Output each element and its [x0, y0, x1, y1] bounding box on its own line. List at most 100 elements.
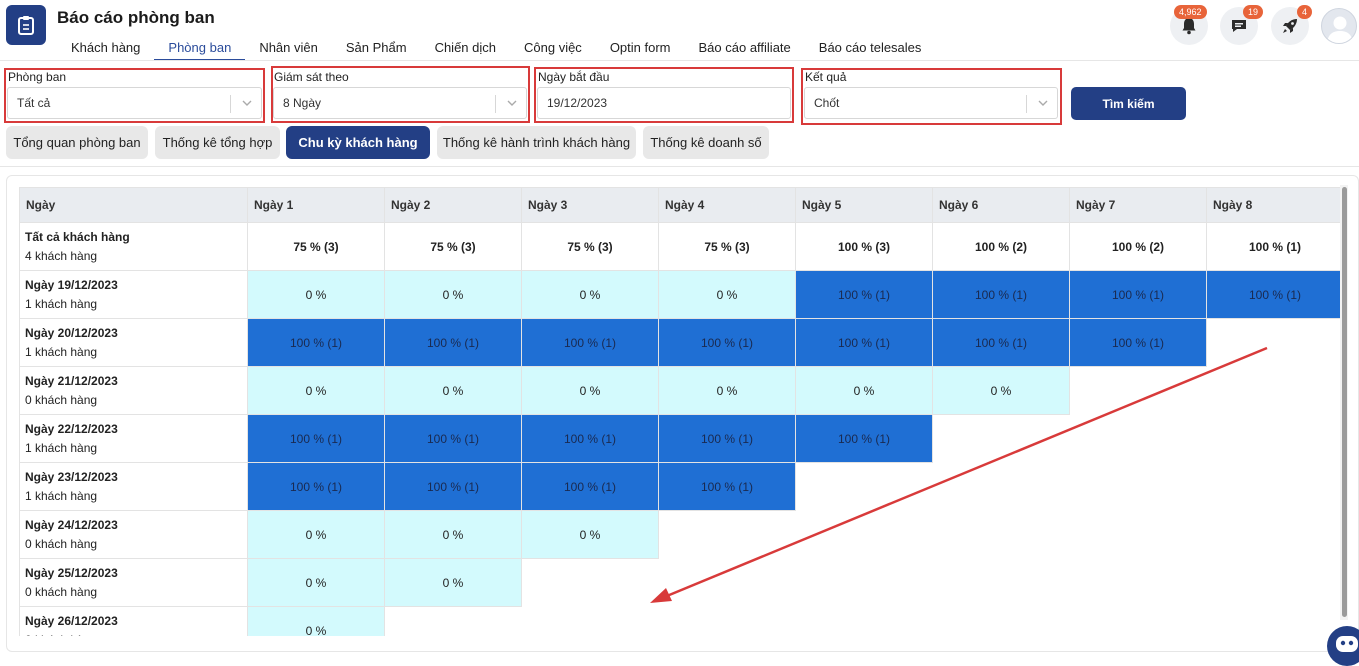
cohort-cell: 0 %	[247, 510, 385, 559]
cohort-cell: 100 % (1)	[521, 318, 659, 367]
cohort-cell: 0 %	[384, 366, 522, 415]
empty-cell	[1207, 607, 1344, 637]
column-header: Ngày 3	[521, 187, 659, 223]
cohort-cell: 100 % (1)	[384, 462, 522, 511]
row-date: Ngày 19/12/2023	[25, 277, 118, 292]
select-separator	[230, 95, 231, 113]
cohort-body: Ngày 19/12/2023 1 khách hàng 0 % 0 % 0 % 0 % 1…	[19, 270, 1344, 637]
empty-cell	[522, 559, 659, 607]
result-select[interactable]: Chốt	[804, 87, 1058, 119]
page-title: Báo cáo phòng ban	[57, 8, 215, 27]
department-value: Tất cả	[17, 96, 51, 110]
row-head: Ngày 21/12/2023 0 khách hàng	[19, 366, 248, 415]
tab-san-pham[interactable]: Sản Phẩm	[345, 40, 407, 55]
row-date: Ngày 23/12/2023	[25, 469, 118, 484]
avatar[interactable]	[1321, 8, 1357, 44]
monitor-select[interactable]: 8 Ngày	[273, 87, 527, 119]
summary-cell: 100 % (2)	[932, 222, 1070, 271]
empty-cell	[1070, 607, 1207, 637]
cohort-cell: 0 %	[658, 270, 796, 319]
row-head: Ngày 24/12/2023 0 khách hàng	[19, 510, 248, 559]
empty-cell	[659, 607, 796, 637]
cohort-cell: 0 %	[247, 558, 385, 607]
chatbot-button[interactable]	[1327, 626, 1359, 666]
column-header: Ngày 4	[658, 187, 796, 223]
subtab-thong-ke-hanh-trinh[interactable]: Thống kê hành trình khách hàng	[437, 126, 636, 159]
table-row: Ngày 19/12/2023 1 khách hàng 0 % 0 % 0 % 0 % 1…	[19, 270, 1343, 319]
table-row: Ngày 20/12/2023 1 khách hàng 100 % (1) 100 …	[19, 318, 1344, 367]
department-select[interactable]: Tất cả	[7, 87, 262, 119]
annotation-box-result	[801, 68, 1062, 125]
table-row: Ngày 24/12/2023 0 khách hàng 0 % 0 % 0 %	[19, 510, 1344, 559]
start-date-value: 19/12/2023	[547, 96, 608, 110]
bot-icon	[1336, 636, 1358, 652]
chat-badge: 19	[1243, 5, 1264, 19]
summary-cell: 75 % (3)	[384, 222, 522, 271]
row-head: Ngày 19/12/2023 1 khách hàng	[19, 270, 248, 319]
row-count: 0 khách hàng	[25, 631, 247, 637]
cohort-table-wrap[interactable]: Ngày Ngày 1 Ngày 2 Ngày 3 Ngày 4 Ngày 5 …	[19, 187, 1343, 636]
rocket-button[interactable]: 4	[1271, 5, 1313, 45]
subtab-chu-ky-khach-hang[interactable]: Chu kỳ khách hàng	[286, 126, 430, 159]
table-row: Ngày 23/12/2023 1 khách hàng 100 % (1) 100 …	[19, 462, 1344, 511]
user-icon	[1327, 16, 1353, 43]
column-header: Ngày 8	[1206, 187, 1343, 223]
empty-cell	[522, 607, 659, 637]
table-row: Ngày 22/12/2023 1 khách hàng 100 % (1) 100 …	[19, 414, 1344, 463]
empty-cell	[385, 607, 522, 637]
cohort-cell: 0 %	[658, 366, 796, 415]
cohort-cell: 100 % (1)	[521, 462, 659, 511]
cohort-cell: 0 %	[384, 558, 522, 607]
result-label: Kết quả	[805, 70, 847, 84]
column-header: Ngày	[19, 187, 248, 223]
cohort-cell: 100 % (1)	[247, 318, 385, 367]
chat-button[interactable]: 19	[1220, 5, 1264, 45]
row-head: Ngày 26/12/2023 0 khách hàng	[19, 606, 248, 637]
tab-optin-form[interactable]: Optin form	[609, 40, 671, 55]
tab-phong-ban[interactable]: Phòng ban	[154, 35, 246, 61]
tab-bao-cao-telesales[interactable]: Báo cáo telesales	[818, 40, 922, 55]
select-separator	[1026, 95, 1027, 113]
start-date-input[interactable]: 19/12/2023	[537, 87, 791, 119]
table-scroll-thumb[interactable]	[1342, 187, 1347, 617]
cohort-cell: 100 % (1)	[1069, 270, 1207, 319]
empty-cell	[659, 559, 796, 607]
empty-cell	[1070, 463, 1207, 511]
summary-cell: 75 % (3)	[521, 222, 659, 271]
header-divider	[0, 60, 1359, 61]
tab-khach-hang[interactable]: Khách hàng	[71, 40, 141, 55]
subtab-tong-quan-phong-ban[interactable]: Tổng quan phòng ban	[6, 126, 148, 159]
cohort-cell: 0 %	[384, 510, 522, 559]
row-date: Ngày 22/12/2023	[25, 421, 118, 436]
tab-nhan-vien[interactable]: Nhân viên	[259, 40, 318, 55]
chat-icon	[1232, 20, 1246, 32]
rocket-icon	[1283, 19, 1297, 33]
cohort-cell: 100 % (1)	[795, 318, 933, 367]
summary-cell: 100 % (2)	[1069, 222, 1207, 271]
cohort-cell: 100 % (1)	[658, 462, 796, 511]
empty-cell	[1207, 415, 1344, 463]
cohort-cell: 0 %	[247, 606, 385, 636]
cohort-cell: 100 % (1)	[1206, 270, 1343, 319]
tab-chien-dich[interactable]: Chiến dịch	[434, 40, 496, 55]
empty-cell	[933, 511, 1070, 559]
row-date: Ngày 26/12/2023	[25, 613, 118, 628]
tab-cong-viec[interactable]: Công việc	[524, 40, 582, 55]
table-row: Ngày 25/12/2023 0 khách hàng 0 % 0 %	[19, 558, 1344, 607]
search-button[interactable]: Tìm kiếm	[1071, 87, 1186, 120]
row-count: 1 khách hàng	[25, 296, 98, 311]
cohort-cell: 0 %	[247, 366, 385, 415]
cohort-cell: 100 % (1)	[384, 414, 522, 463]
subtab-thong-ke-tong-hop[interactable]: Thống kê tổng hợp	[155, 126, 280, 159]
app-clipboard-icon[interactable]	[6, 5, 46, 45]
bell-button[interactable]: 4,962	[1170, 5, 1208, 45]
row-date: Ngày 21/12/2023	[25, 373, 118, 388]
empty-cell	[1207, 463, 1344, 511]
cohort-cell: 100 % (1)	[521, 414, 659, 463]
subtab-thong-ke-doanh-so[interactable]: Thống kê doanh số	[643, 126, 769, 159]
cohort-cell: 100 % (1)	[932, 318, 1070, 367]
empty-cell	[933, 415, 1070, 463]
cohort-cell: 0 %	[521, 366, 659, 415]
tab-bao-cao-affiliate[interactable]: Báo cáo affiliate	[698, 40, 791, 55]
